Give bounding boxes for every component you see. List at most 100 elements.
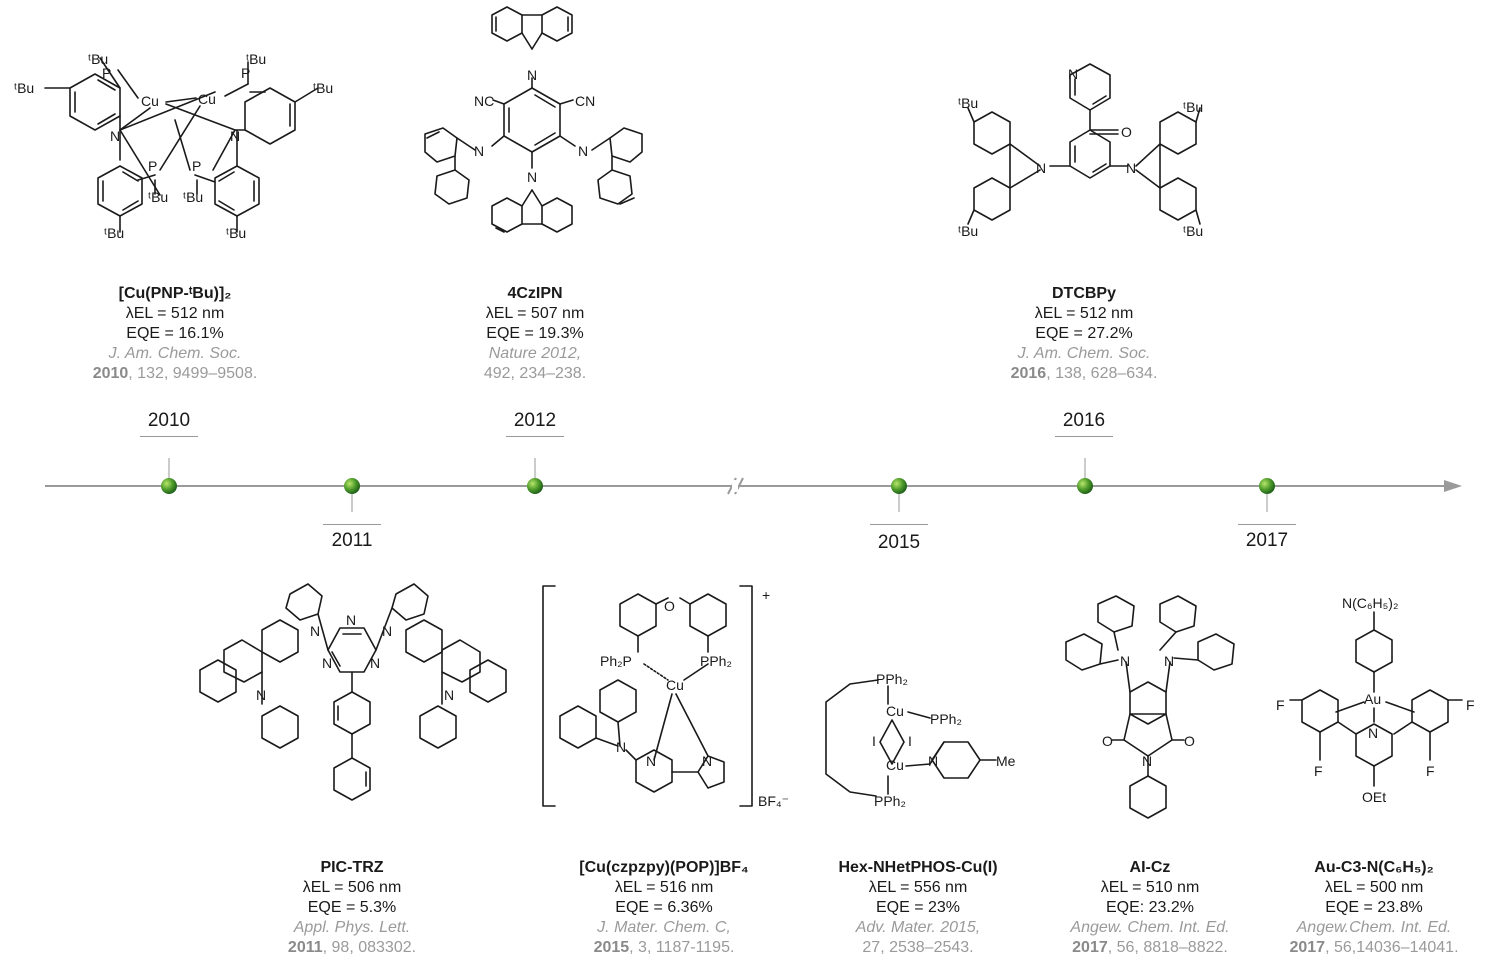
timeline-dot-2010 <box>161 478 177 494</box>
lambda-el: λEL = 506 nm <box>302 879 402 896</box>
compound-card-4czipn: 4CzIPN λEL = 507 nm EQE = 19.3% Nature 2… <box>415 284 655 384</box>
svg-text:Ph₂P: Ph₂P <box>600 653 632 669</box>
svg-text:F: F <box>1426 763 1435 779</box>
eqe-value: EQE = 23% <box>875 899 961 916</box>
svg-text:O: O <box>1121 124 1132 140</box>
timeline-dot-2017 <box>1259 478 1275 494</box>
svg-text:N: N <box>527 169 537 185</box>
timeline-dot-2016 <box>1077 478 1093 494</box>
svg-text:N: N <box>322 655 332 671</box>
year-underline <box>140 436 198 437</box>
year-underline <box>870 524 928 525</box>
structure-cu-pnp-tbu: ᵗBu ᵗBu P Cu Cu P ᵗBu ᵗBu N N P P ᵗBu ᵗB… <box>14 51 333 241</box>
svg-text:N: N <box>646 753 656 769</box>
eqe-value: EQE = 5.3% <box>307 899 397 916</box>
lambda-el: λEL = 512 nm <box>125 305 225 322</box>
compound-name: 4CzIPN <box>507 285 563 302</box>
svg-text:PPh₂: PPh₂ <box>700 653 732 669</box>
svg-text:CN: CN <box>575 93 595 109</box>
svg-text:N: N <box>1120 653 1130 669</box>
svg-text:P: P <box>102 65 111 81</box>
citation: 2015, 3, 1187-1195. <box>593 939 735 956</box>
journal-ref: Angew. Chem. Int. Ed. <box>1070 919 1230 936</box>
year-underline <box>1238 524 1296 525</box>
svg-text:N: N <box>1126 160 1136 176</box>
svg-text:N: N <box>527 67 537 83</box>
svg-text:ᵗBu: ᵗBu <box>1183 223 1203 239</box>
journal-ref: Appl. Phys. Lett. <box>293 919 411 936</box>
lambda-el: λEL = 507 nm <box>485 305 585 322</box>
svg-text:P: P <box>192 158 201 174</box>
svg-text:N: N <box>928 753 938 769</box>
structure-4czipn: N N N N NC CN <box>424 6 643 233</box>
svg-text:I: I <box>872 733 876 749</box>
svg-text:ᵗBu: ᵗBu <box>958 95 978 111</box>
compound-card-pic-trz: PIC-TRZ λEL = 506 nm EQE = 5.3% Appl. Ph… <box>232 858 472 958</box>
journal-ref: J. Mater. Chem. C, <box>597 919 731 936</box>
svg-text:Cu: Cu <box>886 757 904 773</box>
compound-name: DTCBPy <box>1051 285 1116 302</box>
svg-text:O: O <box>664 598 675 614</box>
timeline-dot-2015 <box>891 478 907 494</box>
year-label-2011: 2011 <box>331 530 373 551</box>
svg-text:N: N <box>230 128 240 144</box>
svg-text:N: N <box>1368 725 1378 741</box>
svg-text:N: N <box>310 623 320 639</box>
svg-text:ᵗBu: ᵗBu <box>88 51 108 67</box>
eqe-value: EQE = 6.36% <box>615 899 713 916</box>
eqe-value: EQE: 23.2% <box>1105 899 1195 916</box>
compound-card-hex-nhetphos: Hex-NHetPHOS-Cu(I) λEL = 556 nm EQE = 23… <box>798 858 1038 958</box>
svg-text:ᵗBu: ᵗBu <box>148 189 168 205</box>
svg-text:ᵗBu: ᵗBu <box>14 80 34 96</box>
svg-text:ᵗBu: ᵗBu <box>246 51 266 67</box>
svg-text:N: N <box>702 753 712 769</box>
svg-text:N: N <box>256 687 266 703</box>
citation: 27, 2538–2543. <box>862 939 974 956</box>
svg-text:ᵗBu: ᵗBu <box>313 80 333 96</box>
structure-cu-czpzpy-pop: Ph₂P PPh₂ Cu O N N N BF₄⁻ + <box>542 585 789 809</box>
svg-text:F: F <box>1314 763 1323 779</box>
svg-text:ᵗBu: ᵗBu <box>226 225 246 241</box>
year-label-2010: 2010 <box>147 410 191 431</box>
compound-name: PIC-TRZ <box>320 859 384 876</box>
compound-name: Hex-NHetPHOS-Cu(I) <box>838 859 998 876</box>
svg-text:P: P <box>241 65 250 81</box>
svg-text:ᵗBu: ᵗBu <box>183 189 203 205</box>
svg-text:Cu: Cu <box>198 91 216 107</box>
svg-text:P: P <box>148 158 157 174</box>
svg-text:PPh₂: PPh₂ <box>876 671 908 687</box>
svg-text:N: N <box>474 143 484 159</box>
journal-ref: J. Am. Chem. Soc. <box>1017 345 1151 362</box>
lambda-el: λEL = 512 nm <box>1034 305 1134 322</box>
svg-text:F: F <box>1466 697 1475 713</box>
svg-text:Me: Me <box>996 753 1016 769</box>
svg-text:N: N <box>578 143 588 159</box>
svg-text:Cu: Cu <box>666 677 684 693</box>
svg-text:N: N <box>616 739 626 755</box>
eqe-value: EQE = 19.3% <box>486 325 584 342</box>
svg-text:F: F <box>1276 697 1285 713</box>
compound-card-dtcbpy: DTCBPy λEL = 512 nm EQE = 27.2% J. Am. C… <box>964 284 1204 384</box>
year-label-2012: 2012 <box>513 410 557 431</box>
svg-text:Cu: Cu <box>141 93 159 109</box>
svg-text:N: N <box>370 655 380 671</box>
lambda-el: λEL = 556 nm <box>868 879 968 896</box>
svg-text:NC: NC <box>474 93 494 109</box>
svg-text:O: O <box>1102 733 1113 749</box>
citation: 2017, 56, 8818–8822. <box>1072 939 1228 956</box>
year-underline <box>506 436 564 437</box>
svg-text:N: N <box>346 612 356 628</box>
timeline-markers <box>161 458 1275 512</box>
svg-text:ᵗBu: ᵗBu <box>1183 99 1203 115</box>
year-underline <box>1055 436 1113 437</box>
year-label-2016: 2016 <box>1062 410 1106 431</box>
lambda-el: λEL = 510 nm <box>1100 879 1200 896</box>
eqe-value: EQE = 23.8% <box>1325 899 1423 916</box>
structure-dtcbpy: N O N N ᵗBu ᵗBu ᵗBu ᵗBu <box>958 63 1203 239</box>
svg-text:ᵗBu: ᵗBu <box>958 223 978 239</box>
svg-text:Cu: Cu <box>886 703 904 719</box>
compound-name: [Cu(czpzpy)(POP)]BF₄ <box>579 859 749 876</box>
svg-text:N: N <box>444 687 454 703</box>
compound-name: Au-C3-N(C₆H₅)₂ <box>1314 859 1434 876</box>
